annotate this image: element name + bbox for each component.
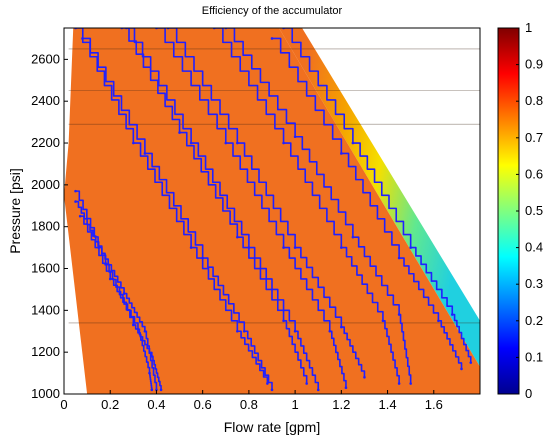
series-point (74, 189, 77, 193)
plot-frame (63, 27, 481, 395)
colorbar-tick-label: 0.8 (525, 93, 543, 108)
x-tick-label: 0.6 (194, 397, 212, 412)
series-point (189, 246, 193, 249)
x-tick-label: 1.6 (425, 397, 443, 412)
series-point (236, 329, 239, 333)
series-point (305, 382, 308, 385)
series-point (316, 388, 320, 392)
series-point (236, 235, 239, 239)
y-tick-label: 2000 (31, 177, 60, 192)
series-point (78, 214, 82, 218)
series-point (159, 388, 163, 392)
y-tick-label: 1000 (31, 386, 60, 401)
series-point (143, 329, 147, 333)
series-point (143, 152, 147, 155)
x-tick-label: 1.4 (379, 397, 397, 412)
series-point (363, 375, 366, 379)
series-point (270, 37, 274, 40)
colorbar-tick-label: 0.5 (525, 203, 543, 218)
x-axis-label: Flow rate [gpm] (224, 419, 320, 435)
flow-series (74, 28, 473, 392)
series-point (148, 371, 151, 375)
series-point (293, 329, 297, 333)
series-point (351, 235, 355, 239)
series-point (178, 131, 181, 134)
colorbar-tick-label: 0.1 (525, 349, 543, 364)
x-tick-label: 0.2 (101, 397, 119, 412)
series-point (132, 323, 135, 327)
series-point (282, 141, 285, 145)
y-tick-label: 1400 (31, 302, 60, 317)
series-point (155, 388, 158, 392)
x-tick-label: 1.2 (332, 397, 350, 412)
series-point (293, 135, 297, 139)
y-tick-label: 1800 (31, 219, 60, 234)
series-point (270, 388, 274, 392)
colorbar-tick-label: 0 (525, 386, 532, 401)
y-tick-label: 2200 (31, 135, 60, 150)
colorbar-tick-label: 0.2 (525, 313, 543, 328)
y-axis: 1000 1200 1400 1600 1800 2000 2200 2400 2600 (31, 51, 68, 401)
series-point (293, 246, 297, 249)
series-point (150, 388, 154, 392)
y-tick-label: 1200 (31, 344, 60, 359)
series-point (224, 141, 228, 145)
colorbar-tick-label: 0.7 (525, 130, 543, 145)
chart-title: Efficiency of the accumulator (202, 5, 343, 17)
y-tick-label: 1600 (31, 261, 60, 276)
series-point (74, 200, 77, 203)
colorbar-tick-label: 0.4 (525, 240, 543, 255)
series-point (81, 37, 84, 40)
colorbar-tick-label: 0.9 (525, 57, 543, 72)
series-point (282, 319, 285, 323)
x-tick-label: 0.4 (147, 397, 165, 412)
series-point (189, 141, 193, 145)
series-point (340, 325, 343, 329)
series-point (381, 319, 385, 323)
series-point (397, 382, 401, 385)
series-point (409, 246, 412, 249)
x-tick-label: 0 (60, 397, 67, 412)
colorbar-ticks: 0 0.1 0.2 0.3 0.4 0.5 0.6 0.7 0.8 0.9 1 (516, 20, 543, 401)
series-point (437, 319, 440, 323)
y-tick-label: 2600 (31, 51, 60, 66)
series-point (236, 141, 239, 145)
x-tick-label: 0.8 (240, 397, 258, 412)
series-point (340, 152, 343, 155)
colorbar-tick-label: 0.6 (525, 166, 543, 181)
series-point (409, 382, 412, 385)
series-point (397, 256, 401, 260)
colorbar-tick-label: 0.3 (525, 276, 543, 291)
x-tick-label: 1 (291, 397, 298, 412)
y-tick-label: 2400 (31, 93, 60, 108)
series-point (282, 246, 285, 249)
series-point (351, 141, 355, 145)
x-axis: 0 0.2 0.4 0.6 0.8 1 1.2 1.4 1.6 (60, 390, 443, 412)
colorbar (497, 27, 520, 395)
series-point (136, 327, 140, 331)
series-point (450, 313, 454, 316)
series-point (460, 367, 463, 371)
colorbar-tick-label: 1 (525, 20, 532, 35)
series-point (242, 329, 246, 333)
series-point (340, 246, 343, 249)
series-point (328, 329, 332, 333)
series-point (132, 141, 135, 145)
series-point (201, 256, 204, 260)
series-point (108, 277, 112, 281)
series-point (247, 246, 251, 249)
y-axis-label: Pressure [psi] (7, 168, 23, 254)
series-point (122, 292, 126, 295)
series-point (469, 361, 473, 364)
series-point (344, 386, 348, 390)
series-point (397, 313, 401, 316)
